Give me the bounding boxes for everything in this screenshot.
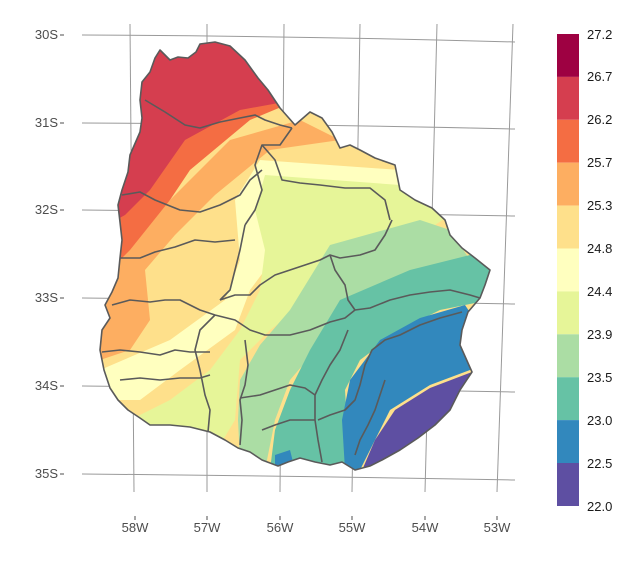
contour-fill — [100, 42, 490, 470]
legend-label: 23.5 — [587, 370, 612, 385]
y-tick-label: 30S — [35, 27, 58, 42]
y-tick-label: 33S — [35, 290, 58, 305]
y-tick-label: 35S — [35, 466, 58, 481]
legend-label: 24.8 — [587, 241, 612, 256]
legend-label: 22.5 — [587, 456, 612, 471]
legend-bin — [557, 76, 579, 120]
x-tick-label: 58W — [122, 520, 149, 535]
legend-bin — [557, 248, 579, 292]
legend-label: 23.9 — [587, 327, 612, 342]
legend-label: 25.7 — [587, 155, 612, 170]
y-axis: 30S 31S 32S 33S 34S 35S — [35, 27, 64, 481]
x-tick-label: 56W — [267, 520, 294, 535]
x-tick-label: 55W — [339, 520, 366, 535]
legend-bin — [557, 334, 579, 378]
legend-label: 25.3 — [587, 198, 612, 213]
legend-bin — [557, 291, 579, 335]
legend-bin — [557, 205, 579, 249]
colorbar-legend: 27.2 26.7 26.2 25.7 25.3 24.8 24.4 23.9 … — [557, 27, 612, 514]
department-borders — [99, 41, 491, 471]
x-tick-label: 54W — [412, 520, 439, 535]
legend-label: 22.0 — [587, 499, 612, 514]
x-tick-label: 53W — [484, 520, 511, 535]
legend-label: 26.2 — [587, 112, 612, 127]
legend-bin — [557, 162, 579, 206]
legend-label: 27.2 — [587, 27, 612, 42]
x-axis: 58W 57W 56W 55W 54W 53W — [122, 516, 511, 535]
legend-bin — [557, 119, 579, 163]
legend-label: 26.7 — [587, 69, 612, 84]
y-tick-label: 31S — [35, 115, 58, 130]
legend-bin — [557, 377, 579, 421]
y-tick-label: 34S — [35, 378, 58, 393]
legend-bin — [557, 463, 579, 506]
legend-label: 24.4 — [587, 284, 612, 299]
legend-bin — [557, 34, 579, 77]
x-tick-label: 57W — [194, 520, 221, 535]
legend-bin — [557, 420, 579, 463]
y-tick-label: 32S — [35, 202, 58, 217]
legend-label: 23.0 — [587, 413, 612, 428]
